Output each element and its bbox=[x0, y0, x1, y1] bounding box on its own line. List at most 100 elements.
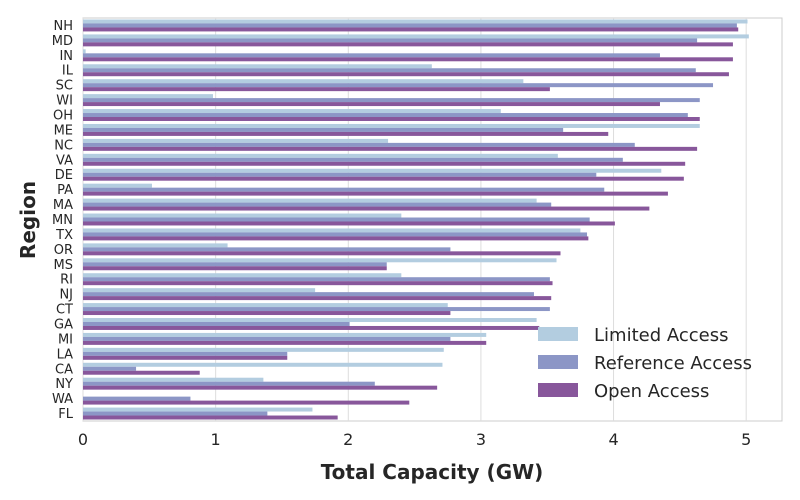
bar bbox=[83, 64, 432, 69]
bar bbox=[83, 49, 86, 54]
y-tick-label: MS bbox=[54, 258, 73, 273]
y-tick-label: NJ bbox=[59, 288, 73, 303]
bar bbox=[83, 381, 375, 386]
bar bbox=[83, 318, 537, 322]
bar bbox=[83, 187, 605, 192]
bar bbox=[83, 72, 729, 77]
y-axis-title: Region bbox=[16, 181, 40, 259]
bar bbox=[83, 98, 700, 103]
bar bbox=[83, 123, 700, 128]
bar bbox=[83, 362, 443, 367]
bar bbox=[83, 142, 635, 147]
y-tick-label: MD bbox=[52, 34, 73, 49]
bar bbox=[83, 168, 662, 173]
legend-label: Open Access bbox=[594, 381, 709, 402]
bar bbox=[83, 321, 350, 326]
bar bbox=[83, 34, 749, 39]
bar bbox=[83, 198, 537, 203]
y-tick-label: NY bbox=[55, 377, 73, 392]
bar bbox=[83, 202, 552, 207]
y-tick-label: MN bbox=[52, 213, 73, 228]
bar bbox=[83, 57, 733, 62]
bar bbox=[83, 87, 550, 92]
bar bbox=[83, 161, 686, 166]
bar bbox=[83, 340, 487, 345]
bar bbox=[83, 243, 228, 248]
bar bbox=[83, 281, 553, 286]
bar bbox=[83, 303, 448, 308]
bar bbox=[83, 221, 615, 226]
bar bbox=[83, 247, 451, 252]
bar bbox=[83, 113, 688, 118]
bar bbox=[83, 400, 410, 405]
bar bbox=[83, 68, 696, 73]
bar bbox=[83, 336, 451, 341]
bar bbox=[83, 232, 588, 237]
bar bbox=[83, 146, 698, 151]
bar bbox=[83, 332, 487, 337]
bar bbox=[83, 213, 402, 218]
bar bbox=[83, 258, 557, 263]
bar bbox=[83, 355, 288, 360]
legend: Limited Access Reference Access Open Acces… bbox=[538, 325, 752, 402]
bar bbox=[83, 217, 590, 222]
y-tick-label: DE bbox=[55, 168, 73, 183]
bar bbox=[83, 228, 581, 233]
bar bbox=[83, 277, 550, 282]
x-tick-labels: 0 1 2 3 4 5 bbox=[78, 430, 751, 449]
y-tick-label: NH bbox=[54, 19, 74, 34]
bar bbox=[83, 311, 451, 316]
bars bbox=[83, 19, 749, 420]
y-tick-label: VA bbox=[56, 153, 73, 168]
bar bbox=[83, 42, 733, 47]
bar bbox=[83, 347, 444, 352]
bar bbox=[83, 385, 438, 390]
y-tick-label: CT bbox=[56, 303, 73, 318]
bar bbox=[83, 415, 338, 420]
y-tick-label: ME bbox=[54, 123, 73, 138]
bar bbox=[83, 23, 737, 28]
bar bbox=[83, 262, 387, 267]
x-tick-label: 1 bbox=[211, 430, 221, 449]
bar bbox=[83, 102, 660, 107]
bar bbox=[83, 236, 589, 241]
x-tick-label: 3 bbox=[476, 430, 486, 449]
bar bbox=[83, 296, 552, 301]
y-tick-label: IL bbox=[62, 64, 74, 79]
bar bbox=[83, 377, 264, 382]
bar bbox=[83, 127, 564, 132]
bar bbox=[83, 172, 597, 177]
bar bbox=[83, 407, 313, 412]
bar bbox=[83, 109, 501, 114]
legend-swatch bbox=[538, 327, 578, 341]
y-tick-label: GA bbox=[54, 317, 73, 332]
bar bbox=[83, 366, 137, 371]
legend-label: Limited Access bbox=[594, 325, 728, 346]
y-tick-label: TX bbox=[55, 228, 73, 243]
y-tick-label: NC bbox=[54, 138, 73, 153]
y-tick-label: OH bbox=[53, 109, 73, 124]
bar bbox=[83, 153, 558, 158]
bar bbox=[83, 19, 748, 24]
bar bbox=[83, 396, 191, 401]
x-axis-title: Total Capacity (GW) bbox=[321, 460, 544, 484]
y-tick-label: CA bbox=[55, 362, 73, 377]
y-tick-label: MA bbox=[53, 198, 73, 213]
bar bbox=[83, 251, 561, 256]
y-tick-label: IN bbox=[59, 49, 73, 64]
x-tick-label: 2 bbox=[343, 430, 353, 449]
y-tick-label: FL bbox=[58, 407, 73, 422]
bar bbox=[83, 273, 402, 278]
bar bbox=[83, 53, 660, 58]
bar bbox=[83, 94, 213, 99]
bar bbox=[83, 79, 524, 84]
y-tick-label: OR bbox=[54, 243, 73, 258]
bar bbox=[83, 206, 650, 211]
y-tick-labels: NHMDINILSCWIOHMENCVADEPAMAMNTXORMSRINJCT… bbox=[52, 19, 74, 422]
bar bbox=[83, 183, 152, 188]
y-tick-label: WA bbox=[52, 392, 73, 407]
bar bbox=[83, 131, 609, 136]
legend-swatch bbox=[538, 355, 578, 369]
y-tick-label: RI bbox=[60, 273, 73, 288]
